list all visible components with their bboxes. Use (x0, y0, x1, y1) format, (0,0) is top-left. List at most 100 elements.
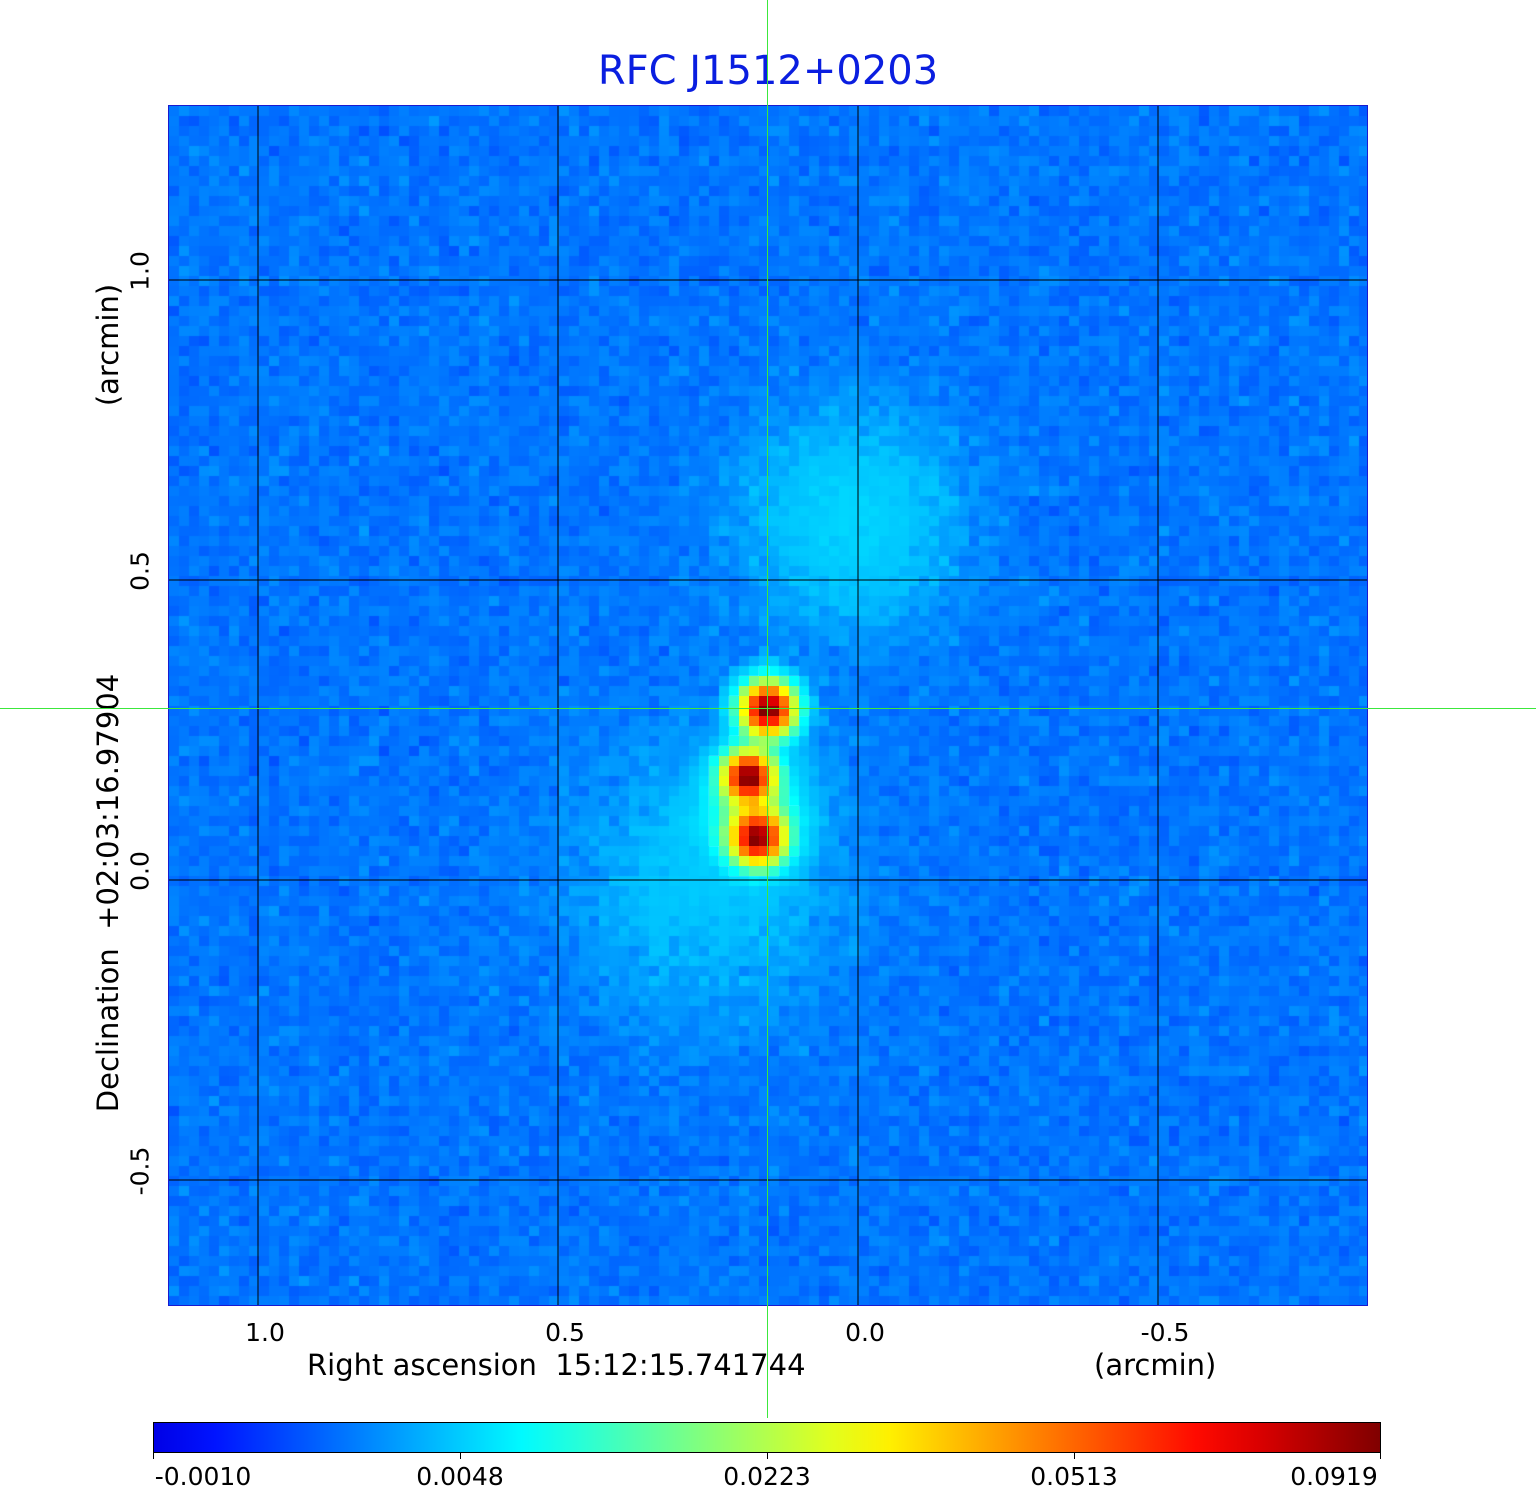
heatmap-cell (799, 696, 809, 706)
heatmap-cell (749, 736, 759, 746)
colorbar-tick (1380, 1453, 1381, 1459)
heatmap-cell (739, 686, 749, 696)
heatmap-cell (769, 856, 779, 866)
heatmap-cell (779, 706, 789, 716)
heatmap-cell (759, 716, 769, 726)
heatmap-cell (719, 846, 729, 856)
y-axis-label: Declination +02:03:16.97904 (91, 673, 125, 1113)
heatmap-cell (739, 756, 749, 766)
heatmap-cell (729, 866, 739, 876)
y-tick-label: 0.5 (125, 551, 155, 591)
colorbar-tick-label: 0.0223 (723, 1462, 811, 1491)
y-tick-label: 0.0 (125, 851, 155, 891)
heatmap-cell (739, 776, 749, 786)
heatmap-cell (729, 706, 739, 716)
heatmap-cell (749, 766, 759, 776)
heatmap-cell (759, 756, 769, 766)
heatmap-cell (729, 826, 739, 836)
heatmap-cell (749, 776, 759, 786)
heatmap-cell (749, 796, 759, 806)
heatmap-cell (739, 816, 749, 826)
x-tick-label: 0.0 (845, 1318, 885, 1347)
heatmap-cell (759, 796, 769, 806)
heatmap-cell (779, 856, 789, 866)
heatmap-cell (729, 756, 739, 766)
heatmap-cell (769, 726, 779, 736)
heatmap-cell (759, 856, 769, 866)
heatmap-cell (709, 826, 719, 836)
heatmap-cell (749, 726, 759, 736)
heatmap-cell (759, 766, 769, 776)
heatmap-cell (769, 766, 779, 776)
heatmap-cell (719, 826, 729, 836)
heatmap-cell (749, 686, 759, 696)
heatmap-cell (769, 676, 779, 686)
colorbar-tick-label: 0.0048 (416, 1462, 504, 1491)
heatmap-cell (719, 746, 729, 756)
y-tick-label: 1.0 (125, 251, 155, 291)
heatmap-cell (759, 676, 769, 686)
heatmap-cell (739, 866, 749, 876)
x-tick-label: 1.0 (245, 1318, 285, 1347)
heatmap-cell (789, 726, 799, 736)
heatmap-cell (779, 676, 789, 686)
heatmap-cell (759, 806, 769, 816)
heatmap-cell (729, 696, 739, 706)
heatmap-cell (719, 856, 729, 866)
heatmap-cell (769, 846, 779, 856)
heatmap-cell (769, 806, 779, 816)
heatmap-cell (739, 856, 749, 866)
heatmap-cell (749, 706, 759, 716)
heatmap-cell (769, 816, 779, 826)
heatmap-cell (739, 746, 749, 756)
crosshair-horizontal (0, 708, 1536, 709)
heatmap-cell (759, 666, 769, 676)
heatmap-cell (779, 786, 789, 796)
heatmap-cell (759, 726, 769, 736)
heatmap-cell (709, 776, 719, 786)
heatmap-cell (759, 696, 769, 706)
heatmap-cell (739, 726, 749, 736)
heatmap-cell (779, 716, 789, 726)
heatmap-cell (779, 846, 789, 856)
heatmap-cell (719, 756, 729, 766)
colorbar-tick (1074, 1453, 1075, 1459)
heatmap-cell (749, 696, 759, 706)
colorbar-tick-label: 0.0513 (1030, 1462, 1118, 1491)
heatmap-cell (759, 846, 769, 856)
x-axis-label: Right ascension 15:12:15.741744 (307, 1348, 806, 1382)
heatmap-cell (779, 836, 789, 846)
heatmap-cell (769, 836, 779, 846)
heatmap-cell (729, 736, 739, 746)
heatmap-cell (709, 796, 719, 806)
x-axis-unit: (arcmin) (1094, 1348, 1217, 1382)
chart-title: RFC J1512+0203 (597, 48, 939, 94)
heatmap-cell (769, 716, 779, 726)
heatmap-cell (729, 836, 739, 846)
x-tick-label: -0.5 (1140, 1318, 1190, 1347)
colorbar-tick (153, 1453, 154, 1459)
heatmap-cell (769, 776, 779, 786)
heatmap-cell (789, 836, 799, 846)
heatmap-cell (759, 706, 769, 716)
heatmap-cell (739, 706, 749, 716)
x-tick-label: 0.5 (545, 1318, 585, 1347)
heatmap-cell (709, 766, 719, 776)
heatmap-cell (789, 686, 799, 696)
heatmap-cell (749, 866, 759, 876)
heatmap-cell (749, 856, 759, 866)
heatmap-cell (739, 786, 749, 796)
heatmap-cell (719, 776, 729, 786)
heatmap-cell (719, 806, 729, 816)
heatmap-cell (739, 846, 749, 856)
heatmap-cell (779, 826, 789, 836)
heatmap-cell (739, 796, 749, 806)
heatmap-cell (719, 766, 729, 776)
y-tick-label: -0.5 (125, 1146, 155, 1196)
heatmap-cell (729, 806, 739, 816)
heatmap-cell (739, 766, 749, 776)
heatmap-cell (739, 716, 749, 726)
heatmap-cell (739, 676, 749, 686)
heatmap-cell (789, 706, 799, 716)
heatmap-cell (769, 866, 779, 876)
